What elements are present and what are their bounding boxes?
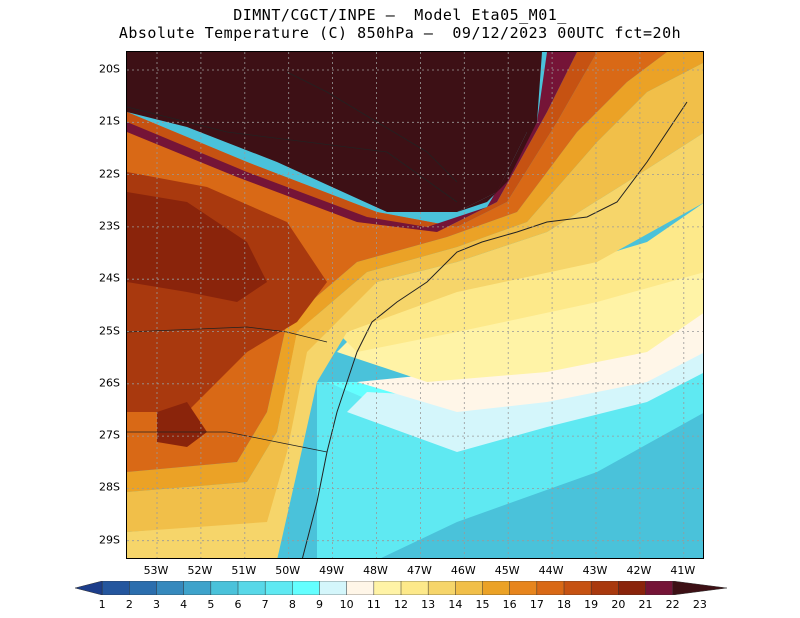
colorbar-swatch	[292, 581, 321, 595]
lon-tick-label: 51W	[231, 564, 257, 577]
temperature-field	[127, 52, 703, 558]
lon-tick-label: 50W	[275, 564, 301, 577]
colorbar-swatch	[373, 581, 402, 595]
colorbar-label: 2	[125, 598, 133, 611]
temperature-map	[126, 51, 704, 559]
colorbar-label: 10	[339, 598, 354, 611]
lon-tick-label: 52W	[187, 564, 213, 577]
colorbar-label: 14	[448, 598, 463, 611]
colorbar-swatch	[346, 581, 375, 595]
lon-tick-label: 49W	[319, 564, 345, 577]
colorbar-label: 5	[207, 598, 215, 611]
colorbar-swatch	[672, 581, 727, 595]
lon-tick-label: 41W	[670, 564, 696, 577]
lat-tick-label: 20S	[99, 62, 120, 76]
map-title-line-2: Absolute Temperature (C) 850hPa – 09/12/…	[118, 24, 682, 42]
lat-tick-label: 21S	[99, 114, 120, 128]
lon-tick-label: 48W	[363, 564, 388, 577]
lat-tick-label: 25S	[99, 324, 120, 337]
colorbar-swatch	[75, 581, 103, 595]
colorbar-label: 6	[234, 598, 242, 611]
colorbar-label: 7	[261, 598, 269, 611]
lat-tick-label: 23S	[99, 219, 120, 233]
colorbar-swatch	[590, 581, 620, 595]
colorbar-label: 18	[557, 598, 571, 611]
colorbar-label: 17	[529, 598, 544, 611]
lon-tick-label: 46W	[450, 564, 476, 577]
lat-tick-label: 22S	[99, 167, 120, 181]
colorbar-swatch	[536, 581, 565, 595]
colorbar-swatch	[156, 581, 185, 595]
colorbar-swatch	[237, 581, 266, 595]
colorbar-swatch	[264, 581, 294, 595]
colorbar-swatch	[645, 581, 674, 595]
colorbar-label: 12	[394, 598, 408, 611]
colorbar-label: 9	[316, 598, 323, 611]
colorbar-swatch	[455, 581, 484, 595]
colorbar-label: 19	[584, 598, 599, 611]
colorbar-swatch	[129, 581, 158, 595]
lat-tick-label: 29S	[99, 533, 120, 547]
colorbar-swatch	[563, 581, 592, 595]
colorbar-label: 22	[665, 598, 680, 611]
lon-tick-label: 53W	[143, 564, 169, 577]
lat-tick-label: 26S	[99, 376, 120, 390]
colorbar-label: 11	[366, 598, 381, 611]
lon-tick-label: 43W	[582, 564, 608, 577]
colorbar-label: 1	[98, 598, 106, 611]
colorbar-swatch	[183, 581, 212, 595]
colorbar-label: 15	[475, 598, 490, 611]
colorbar-swatch	[319, 581, 348, 595]
colorbar-swatch	[509, 581, 538, 595]
colorbar-swatch	[618, 581, 647, 595]
lon-tick-label: 47W	[406, 564, 432, 577]
map-title-line-1: DIMNT/CGCT/INPE – Model Eta05_M01_	[233, 6, 567, 24]
lat-tick-label: 28S	[99, 480, 120, 494]
colorbar-swatch	[482, 581, 511, 595]
colorbar-swatch	[210, 581, 239, 595]
lat-tick-label: 27S	[99, 428, 120, 442]
colorbar-swatch	[101, 581, 131, 595]
colorbar-label: 23	[692, 598, 707, 611]
colorbar-label: 13	[421, 598, 436, 611]
lon-tick-label: 45W	[494, 564, 520, 577]
colorbar-swatch	[427, 581, 457, 595]
colorbar	[75, 581, 727, 595]
lon-tick-label: 44W	[538, 564, 564, 577]
colorbar-swatch	[400, 581, 429, 595]
lon-tick-label: 42W	[626, 564, 652, 577]
colorbar-label: 16	[502, 598, 517, 611]
colorbar-label: 20	[611, 598, 626, 611]
colorbar-label: 4	[180, 598, 188, 611]
lat-tick-label: 24S	[99, 271, 120, 285]
colorbar-label: 8	[288, 598, 296, 611]
colorbar-label: 21	[638, 598, 653, 611]
colorbar-label: 3	[153, 598, 160, 611]
